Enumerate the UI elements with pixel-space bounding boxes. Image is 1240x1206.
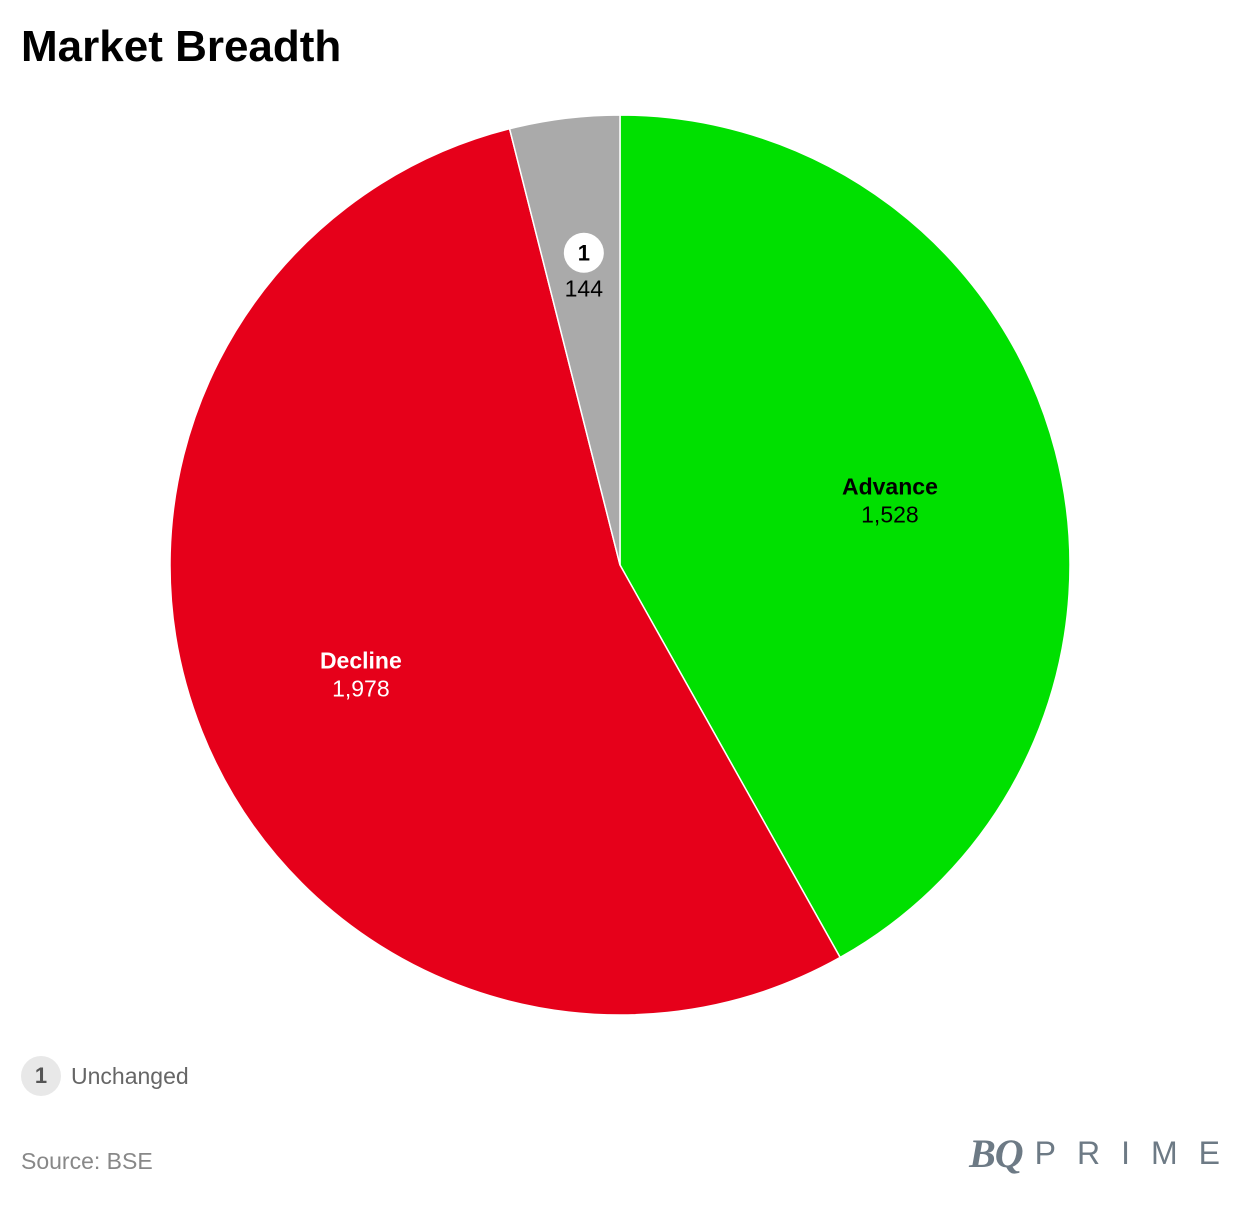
pie-category-label-advance: Advance [842,473,938,499]
pie-marker-circle [563,232,604,273]
pie-slice-advance [619,114,1071,959]
pie-value-label-unchanged: 144 [565,276,604,302]
brand-bq: BQ [969,1131,1024,1176]
source-note: Source: BSE [21,1148,153,1174]
brand-prime: PRIME [1034,1135,1240,1171]
footnote-marker: 1 [21,1056,61,1096]
footnote: 1 Unchanged [21,1056,189,1096]
pie-marker-label: 1 [578,241,590,266]
footnote-text: Unchanged [71,1062,189,1089]
pie-slice-unchanged [508,114,621,566]
pie-value-label-advance: 1,528 [861,501,919,527]
pie-category-label-decline: Decline [320,647,402,673]
chart-title: Market Breadth [21,22,342,71]
pie-marker-unchanged: 1 [563,232,604,273]
pie-slice-decline [169,127,842,1016]
brand-logo: BQ PRIME [969,1130,1220,1177]
pie-value-label-decline: 1,978 [332,675,390,701]
